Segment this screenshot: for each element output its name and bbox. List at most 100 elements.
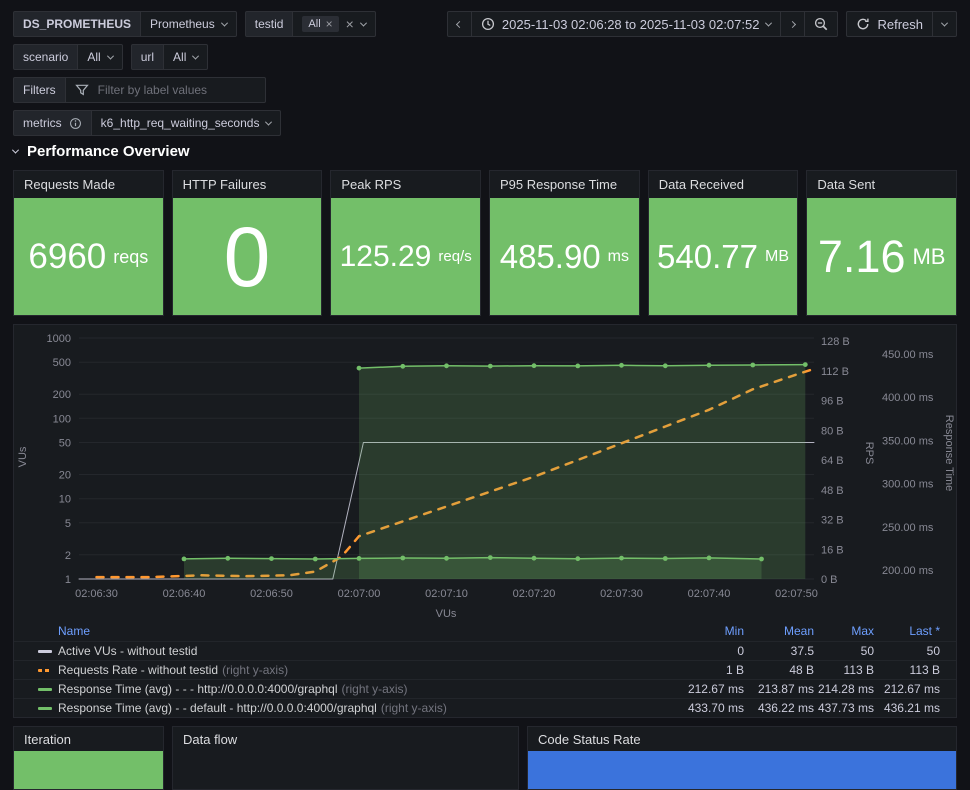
time-range-picker[interactable]: 2025-11-03 02:06:28 to 2025-11-03 02:07:… bbox=[471, 11, 782, 37]
legend-min-value: 0 bbox=[737, 644, 744, 658]
chevron-down-icon bbox=[765, 19, 773, 27]
metrics-label-wrapper: metrics bbox=[13, 110, 92, 136]
datasource-value: Prometheus bbox=[150, 17, 215, 31]
scenario-select[interactable]: All bbox=[78, 44, 123, 70]
panel-vus-timeseries: 1 2 5 10 20 50 100 200 500 1000 0 B 16 B 32 B 48 B 64 … bbox=[13, 324, 957, 718]
panel-title[interactable]: P95 Response Time bbox=[500, 177, 618, 192]
filters-input-wrapper bbox=[65, 77, 266, 103]
legend-max-value: 214.28 ms bbox=[817, 682, 874, 696]
adhoc-filters: Filters bbox=[13, 77, 266, 103]
legend-row: Active VUs - without testid 0 37.5 50 50 bbox=[14, 641, 956, 660]
legend-mean-value: 48 B bbox=[789, 663, 814, 677]
response-time-axis-title: Response Time bbox=[943, 415, 955, 491]
panel-title[interactable]: Peak RPS bbox=[341, 177, 402, 192]
zoom-out-icon bbox=[815, 17, 828, 31]
x-axis-tick: 02:07:00 bbox=[338, 588, 381, 600]
legend-min-value: 433.70 ms bbox=[687, 701, 744, 715]
refresh-interval-button[interactable] bbox=[933, 11, 957, 37]
rps-axis-title: RPS bbox=[863, 442, 875, 465]
legend-header-name[interactable]: Name bbox=[58, 624, 91, 638]
x-axis-title: VUs bbox=[436, 608, 457, 620]
panel-title[interactable]: HTTP Failures bbox=[182, 177, 267, 192]
legend-series-name[interactable]: Response Time (avg) - - - http://0.0.0.0… bbox=[58, 682, 338, 696]
series-point bbox=[759, 556, 764, 562]
stat-value: 125.29 bbox=[339, 239, 432, 273]
panel-title[interactable]: Requests Made bbox=[24, 177, 116, 192]
scenario-label: scenario bbox=[13, 44, 79, 70]
datasource-select[interactable]: Prometheus bbox=[141, 11, 237, 37]
datasource-picker: DS_PROMETHEUS Prometheus bbox=[13, 11, 237, 37]
stat-panel-http-failures: HTTP Failures 0 bbox=[171, 170, 323, 316]
legend-series-name[interactable]: Requests Rate - without testid bbox=[58, 663, 219, 677]
refresh-controls: Refresh bbox=[846, 11, 957, 37]
metrics-label: metrics bbox=[23, 116, 62, 130]
x-axis-tick: 02:07:10 bbox=[425, 588, 468, 600]
series-point bbox=[706, 362, 712, 368]
legend-last-value: 436.21 ms bbox=[883, 701, 940, 715]
chevron-down-icon bbox=[265, 118, 273, 126]
series-point bbox=[356, 556, 362, 561]
chevron-left-icon bbox=[455, 20, 463, 28]
series-color-swatch bbox=[38, 687, 52, 691]
panel-title[interactable]: Data flow bbox=[183, 731, 238, 747]
legend-series-name[interactable]: Response Time (avg) - - default - http:/… bbox=[58, 701, 377, 715]
stat-unit: reqs bbox=[113, 246, 149, 267]
panel-title[interactable]: Data Received bbox=[658, 177, 744, 192]
stat-value: 0 bbox=[223, 209, 271, 304]
legend-series[interactable]: Requests Rate - without testid (right y-a… bbox=[38, 663, 674, 677]
scenario-picker: scenario All bbox=[13, 44, 123, 70]
time-shift-forward-button[interactable] bbox=[781, 11, 806, 37]
x-axis-tick: 02:06:40 bbox=[163, 588, 206, 600]
series-point bbox=[531, 555, 537, 561]
stat-panel-p95-response-time: P95 Response Time 485.90 ms bbox=[489, 170, 640, 316]
filter-input[interactable] bbox=[95, 82, 256, 98]
legend-header-max[interactable]: Max bbox=[851, 624, 874, 638]
panel-title[interactable]: Data Sent bbox=[817, 177, 876, 192]
legend-last-value: 113 B bbox=[909, 663, 940, 677]
series-point bbox=[181, 556, 187, 562]
stat-value-area: 7.16 MB bbox=[807, 198, 957, 315]
legend-series[interactable]: Active VUs - without testid bbox=[38, 644, 674, 658]
refresh-button[interactable]: Refresh bbox=[846, 11, 933, 37]
y-axis-tick-rps: 80 B bbox=[821, 425, 844, 437]
testid-select[interactable]: All × × bbox=[293, 11, 376, 37]
y-axis-tick-rps: 0 B bbox=[821, 574, 838, 586]
chevron-down-icon bbox=[106, 52, 114, 60]
y-axis-tick-vus: 10 bbox=[59, 494, 71, 506]
legend-header-min[interactable]: Min bbox=[724, 624, 744, 638]
legend-series[interactable]: Response Time (avg) - - - http://0.0.0.0… bbox=[38, 682, 674, 696]
stat-value: 7.16 bbox=[817, 231, 906, 282]
legend-max-value: 113 B bbox=[843, 663, 874, 677]
panel-title[interactable]: Code Status Rate bbox=[538, 731, 641, 747]
url-select[interactable]: All bbox=[164, 44, 209, 70]
metrics-picker: metrics k6_http_req_waiting_seconds bbox=[13, 110, 282, 136]
dashboard-controls: DS_PROMETHEUS Prometheus testid All × × bbox=[0, 0, 970, 136]
legend-last-value: 212.67 ms bbox=[883, 682, 940, 696]
chevron-right-icon bbox=[789, 20, 797, 28]
zoom-out-button[interactable] bbox=[805, 11, 839, 37]
y-axis-tick-vus: 1 bbox=[65, 574, 71, 586]
clear-selection-icon[interactable]: × bbox=[345, 16, 354, 32]
series-point bbox=[706, 555, 712, 561]
time-series-plot[interactable]: 1 2 5 10 20 50 100 200 500 1000 0 B 16 B 32 B 48 B 64 … bbox=[14, 325, 956, 621]
row-performance-overview[interactable]: Performance Overview bbox=[11, 143, 957, 160]
legend-series[interactable]: Response Time (avg) - - default - http:/… bbox=[38, 701, 674, 715]
y-axis-tick-vus: 100 bbox=[53, 413, 71, 425]
toolbar-row-2: scenario All url All bbox=[13, 44, 957, 70]
legend-header-mean[interactable]: Mean bbox=[783, 624, 814, 638]
y-axis-tick-response-time: 400.00 ms bbox=[882, 392, 934, 404]
legend-mean-value: 436.22 ms bbox=[757, 701, 814, 715]
time-shift-back-button[interactable] bbox=[446, 11, 472, 37]
legend-header-last[interactable]: Last * bbox=[909, 624, 940, 638]
series-point bbox=[312, 556, 318, 562]
series-point bbox=[400, 363, 406, 369]
x-axis-tick: 02:07:50 bbox=[775, 588, 818, 600]
legend-last-value: 50 bbox=[926, 644, 940, 658]
testid-label: testid bbox=[244, 11, 294, 37]
panel-title[interactable]: Iteration bbox=[24, 731, 71, 747]
legend-series-name[interactable]: Active VUs - without testid bbox=[58, 644, 198, 658]
legend-max-value: 437.73 ms bbox=[817, 701, 874, 715]
selected-value-pill[interactable]: All × bbox=[302, 16, 339, 32]
metrics-select[interactable]: k6_http_req_waiting_seconds bbox=[91, 110, 282, 136]
remove-value-icon[interactable]: × bbox=[325, 17, 333, 31]
